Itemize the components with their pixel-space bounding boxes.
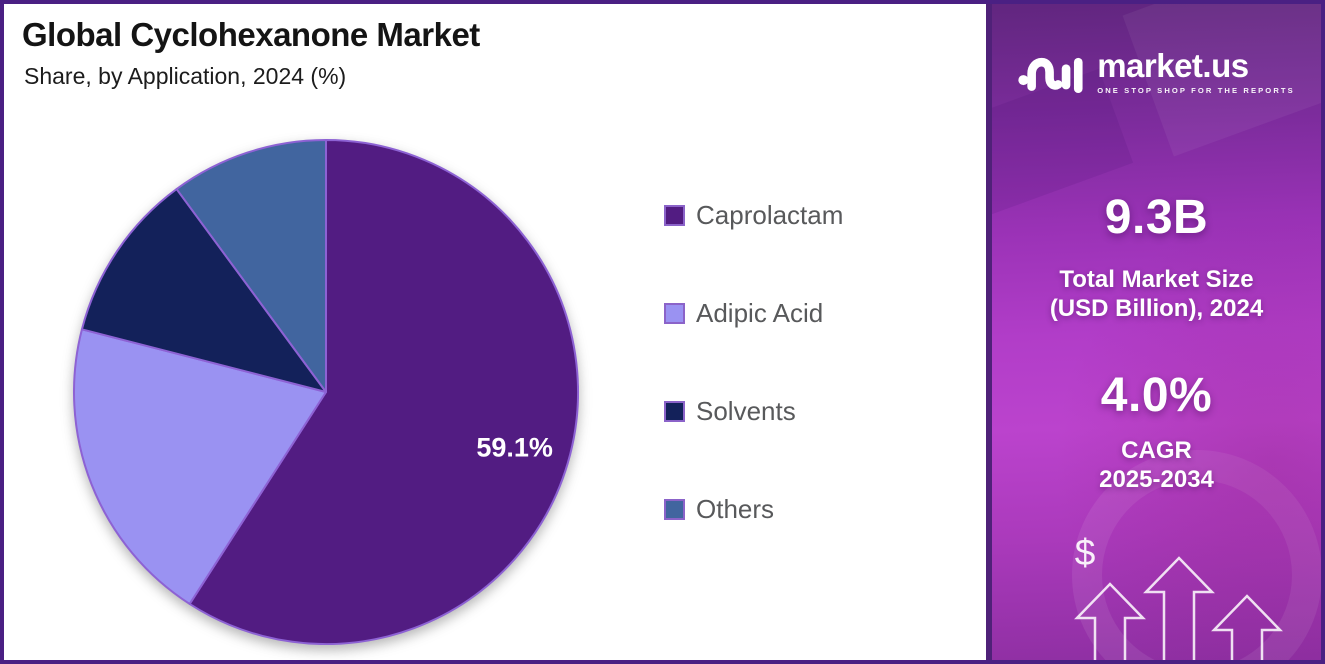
dollar-icon: $ <box>1074 532 1096 573</box>
logo-text: market.us ONE STOP SHOP FOR THE REPORTS <box>1097 49 1295 95</box>
legend-label: Others <box>696 494 775 524</box>
market-size-label-line2: (USD Billion), 2024 <box>1049 294 1264 322</box>
brand-name: market.us <box>1097 46 1249 84</box>
market-us-logo-icon <box>1018 57 1083 94</box>
market-us-logo: market.us ONE STOP SHOP FOR THE REPORTS <box>992 4 1321 95</box>
chart-legend: Caprolactam Adipic Acid Solvents Others <box>664 202 843 522</box>
cagr-label-line2: 2025-2034 <box>1099 465 1214 493</box>
chart-header: Global Cyclohexanone Market Share, by Ap… <box>22 16 480 90</box>
page-title: Global Cyclohexanone Market <box>22 16 480 53</box>
legend-swatch <box>664 302 685 324</box>
legend-item-adipic-acid[interactable]: Adipic Acid <box>664 300 843 326</box>
cagr-label-line1: CAGR <box>1121 437 1192 464</box>
pie-data-label: 59.1% <box>476 432 553 462</box>
legend-swatch <box>664 498 685 520</box>
cagr-label: CAGR 2025-2034 <box>992 437 1321 495</box>
pie-slice-solvents[interactable] <box>80 188 327 393</box>
pie-slice-adipic-acid[interactable] <box>73 328 327 605</box>
cagr-value: 4.0% <box>1100 369 1213 422</box>
market-size-label-line1: Total Market Size <box>1059 266 1254 293</box>
legend-item-caprolactam[interactable]: Caprolactam <box>664 202 843 228</box>
legend-label: Adipic Acid <box>696 298 824 328</box>
chart-subtitle: Share, by Application, 2024 (%) <box>24 62 347 89</box>
pie-chart: 59.1% <box>73 139 579 645</box>
market-size-value: 9.3B <box>1104 191 1209 244</box>
legend-swatch <box>664 204 685 226</box>
legend-label: Caprolactam <box>696 200 844 230</box>
legend-label: Solvents <box>696 396 796 426</box>
legend-item-solvents[interactable]: Solvents <box>664 398 843 424</box>
legend-item-others[interactable]: Others <box>664 496 843 522</box>
pie-slice-others[interactable] <box>175 139 327 393</box>
growth-arrows-icon <box>1074 556 1283 660</box>
brand-tagline: ONE STOP SHOP FOR THE REPORTS <box>1097 85 1295 95</box>
market-size-label: Total Market Size (USD Billion), 2024 <box>992 266 1321 324</box>
brand-sidebar: market.us ONE STOP SHOP FOR THE REPORTS … <box>986 4 1321 660</box>
legend-swatch <box>664 400 685 422</box>
pie-slice-caprolactam[interactable] <box>188 139 579 645</box>
